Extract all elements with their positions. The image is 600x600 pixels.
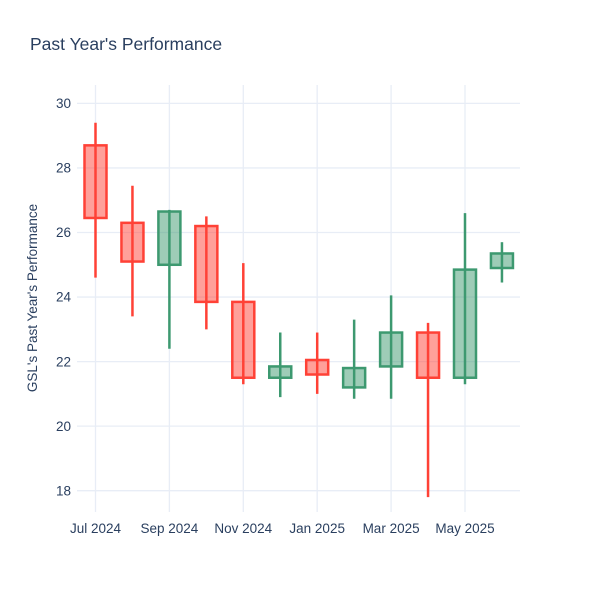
x-tick-label: Jul 2024	[70, 521, 122, 536]
x-tick-label: Nov 2024	[214, 521, 272, 536]
y-tick-label: 18	[56, 483, 71, 498]
y-tick-label: 20	[56, 419, 71, 434]
tick-layer: 18 20 22 24 26 28 30 Jul 2024 Sep 2024 Nov 2024 Ja…	[56, 96, 495, 536]
x-tick-label: May 2025	[435, 521, 494, 536]
candle-jan-2025[interactable]	[304, 332, 330, 394]
candle-dec-2024[interactable]	[268, 332, 293, 398]
y-axis-title: GSL's Past Year's Performance	[25, 204, 40, 392]
candle-body	[378, 331, 404, 368]
candle-body	[157, 210, 182, 267]
y-tick-label: 26	[56, 225, 71, 240]
candle-body	[83, 144, 108, 220]
candle-layer	[83, 122, 515, 498]
candle-mar-2025[interactable]	[378, 295, 404, 399]
candle-body	[231, 300, 256, 379]
candle-apr-2025[interactable]	[415, 322, 441, 498]
y-tick-label: 30	[56, 96, 71, 111]
candle-jul-2024[interactable]	[83, 122, 108, 278]
candle-aug-2024[interactable]	[120, 185, 145, 317]
candle-body	[452, 268, 478, 379]
candle-body	[415, 331, 441, 379]
x-tick-label: Mar 2025	[363, 521, 420, 536]
candle-nov-2024[interactable]	[231, 263, 256, 385]
candle-may-2025[interactable]	[452, 213, 478, 385]
candle-body	[120, 221, 145, 263]
y-tick-label: 28	[56, 161, 71, 176]
candle-jun-2025[interactable]	[489, 242, 515, 283]
y-tick-label: 22	[56, 354, 71, 369]
candle-body	[489, 252, 515, 270]
candle-feb-2025[interactable]	[341, 319, 367, 399]
candle-body	[341, 366, 367, 389]
x-tick-label: Sep 2024	[140, 521, 198, 536]
chart-title: Past Year's Performance	[30, 34, 222, 54]
y-tick-label: 24	[56, 290, 72, 305]
candle-body	[194, 224, 219, 304]
candle-body	[268, 365, 293, 379]
candle-sep-2024[interactable]	[157, 209, 182, 349]
candle-oct-2024[interactable]	[194, 216, 219, 330]
candle-body	[304, 358, 330, 376]
x-tick-label: Jan 2025	[289, 521, 345, 536]
